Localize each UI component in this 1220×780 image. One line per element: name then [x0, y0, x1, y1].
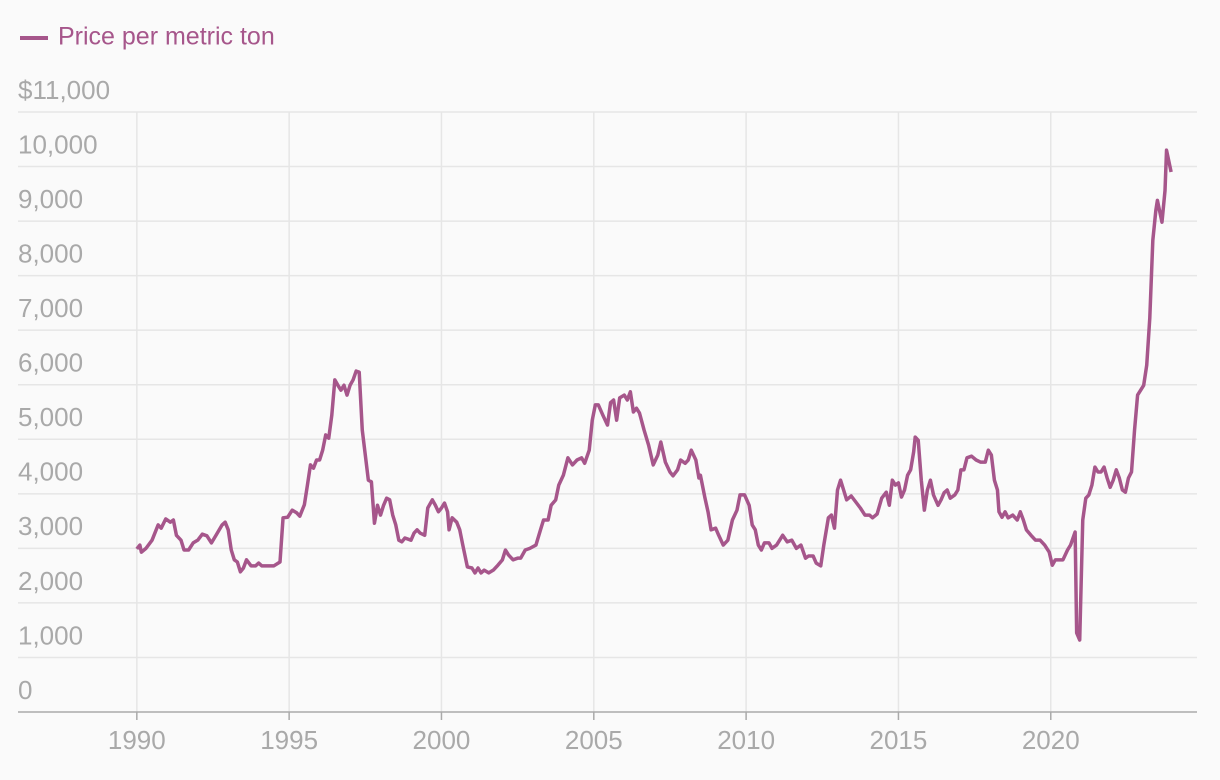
- y-tick-label: 6,000: [18, 348, 83, 378]
- legend-label: Price per metric ton: [58, 23, 275, 51]
- x-tick-label: 2015: [870, 725, 928, 755]
- y-tick-label: 9,000: [18, 184, 83, 214]
- y-tick-label: 4,000: [18, 457, 83, 487]
- y-tick-label: 8,000: [18, 239, 83, 269]
- y-tick-label: 7,000: [18, 293, 83, 323]
- y-tick-label: $11,000: [18, 75, 110, 105]
- y-tick-label: 1,000: [18, 620, 83, 650]
- y-tick-label: 3,000: [18, 511, 83, 541]
- y-tick-label: 10,000: [18, 129, 98, 159]
- x-tick-label: 1990: [108, 725, 166, 755]
- x-tick-label: 2020: [1022, 725, 1080, 755]
- x-tick-label: 2010: [717, 725, 775, 755]
- x-tick-label: 2005: [565, 725, 623, 755]
- y-tick-label: 0: [18, 675, 32, 705]
- x-tick-label: 2000: [413, 725, 471, 755]
- x-tick-label: 1995: [260, 725, 318, 755]
- price-line: [135, 148, 1173, 642]
- y-tick-label: 5,000: [18, 402, 83, 432]
- y-tick-label: 2,000: [18, 566, 83, 596]
